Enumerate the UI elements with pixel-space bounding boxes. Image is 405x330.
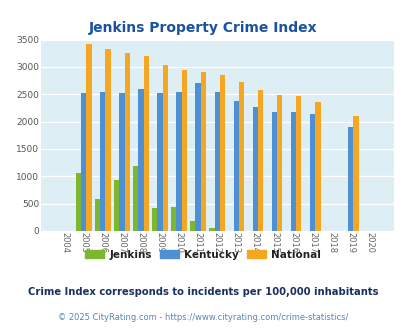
Bar <box>86 44 92 231</box>
Bar <box>181 70 187 231</box>
Bar <box>271 112 276 231</box>
Bar <box>132 166 138 231</box>
Bar <box>352 116 358 231</box>
Bar <box>76 173 81 231</box>
Bar <box>190 221 195 231</box>
Bar <box>233 101 239 231</box>
Text: © 2025 CityRating.com - https://www.cityrating.com/crime-statistics/: © 2025 CityRating.com - https://www.city… <box>58 313 347 322</box>
Bar <box>162 65 168 231</box>
Bar <box>347 127 352 231</box>
Bar <box>143 56 149 231</box>
Bar <box>258 90 263 231</box>
Bar <box>195 83 200 231</box>
Bar <box>295 96 301 231</box>
Bar <box>176 91 181 231</box>
Bar <box>105 49 111 231</box>
Bar <box>209 228 214 231</box>
Bar <box>290 112 295 231</box>
Bar <box>113 180 119 231</box>
Text: Jenkins Property Crime Index: Jenkins Property Crime Index <box>88 21 317 35</box>
Bar <box>157 93 162 231</box>
Bar <box>138 89 143 231</box>
Legend: Jenkins, Kentucky, National: Jenkins, Kentucky, National <box>81 246 324 264</box>
Bar <box>239 82 244 231</box>
Bar <box>81 93 86 231</box>
Bar <box>94 199 100 231</box>
Bar <box>252 107 258 231</box>
Text: Crime Index corresponds to incidents per 100,000 inhabitants: Crime Index corresponds to incidents per… <box>28 287 377 297</box>
Bar <box>276 95 282 231</box>
Bar <box>124 53 130 231</box>
Bar <box>171 208 176 231</box>
Bar <box>200 72 206 231</box>
Bar <box>309 114 314 231</box>
Bar <box>119 93 124 231</box>
Bar <box>100 91 105 231</box>
Bar <box>220 75 225 231</box>
Bar <box>214 91 220 231</box>
Bar <box>314 102 320 231</box>
Bar <box>151 208 157 231</box>
